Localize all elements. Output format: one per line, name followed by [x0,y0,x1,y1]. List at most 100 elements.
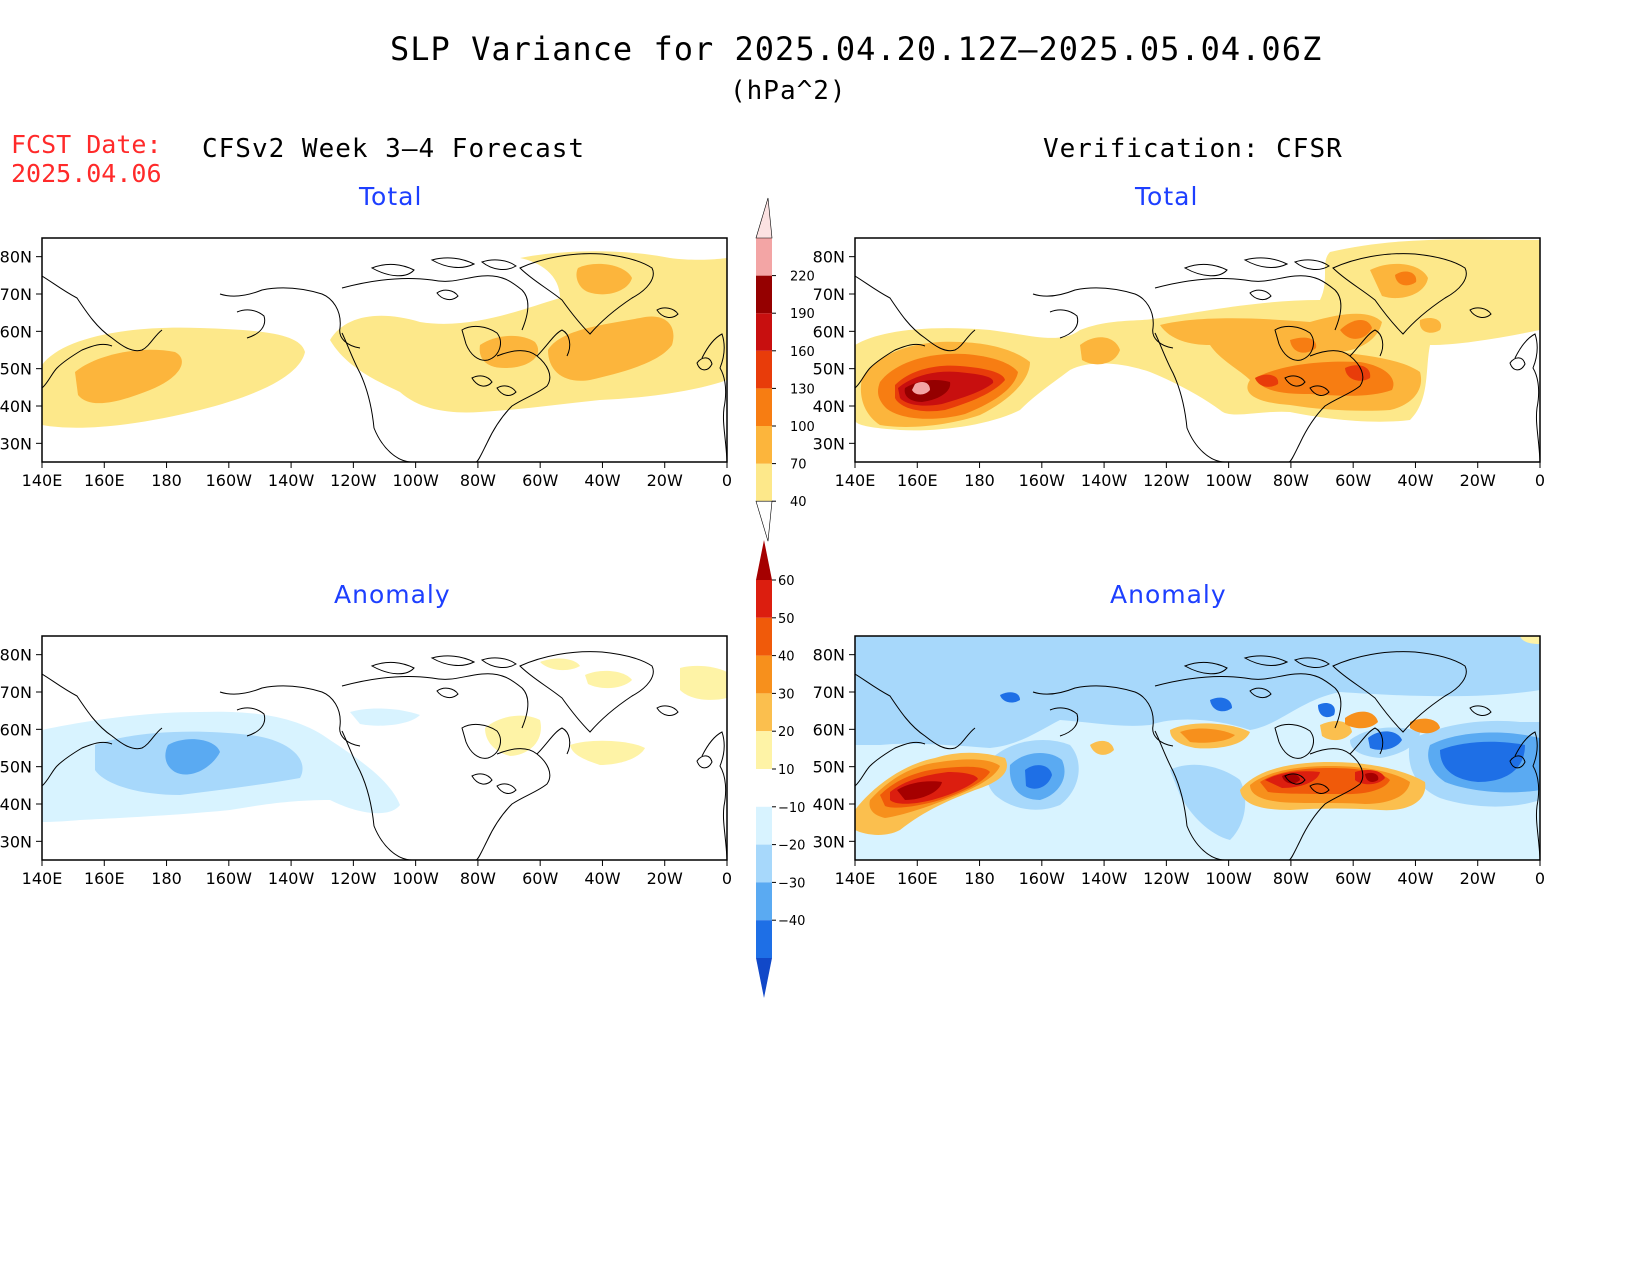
lon-tick-label: 140W [1081,471,1128,490]
colorbar-anomaly-swatch [756,844,772,883]
colorbar-anomaly-swatch [756,731,772,769]
lon-tick-label: 60W [1335,869,1371,888]
colorbar-anomaly-label: 10 [778,763,795,778]
lon-tick-label: 80W [460,869,496,888]
colorbar-total-swatch [756,388,772,426]
colorbar-anomaly-label: −40 [778,914,805,929]
lon-tick-label: 160W [206,869,253,888]
lon-tick-label: 120W [330,471,377,490]
lon-tick-label: 80W [1273,869,1309,888]
lat-tick-label: 80N [0,248,32,267]
colorbar-anomaly-swatch [756,655,772,694]
colorbar-total-swatch [756,426,772,464]
lat-tick-label: 70N [813,285,845,304]
lat-tick-label: 80N [813,646,845,665]
lon-tick-label: 160E [897,869,938,888]
panel-title-fcst-total: Total [359,182,423,211]
colorbar-anomaly-label: 40 [778,650,795,665]
panel-title-verif-anomaly: Anomaly [1110,580,1227,609]
colorbar-anomaly-label: −10 [778,801,805,816]
colorbar-total-swatch [756,238,772,276]
lon-tick-label: 0 [722,471,732,490]
lon-tick-label: 20W [647,471,683,490]
lon-tick-label: 0 [1535,471,1545,490]
lon-tick-label: 180 [964,869,995,888]
colorbar-total-swatch [756,313,772,351]
lon-tick-label: 0 [722,869,732,888]
map-panel-verif-total [855,238,1540,462]
colorbar-anomaly-label: 60 [778,574,795,589]
fcst-date-label: FCST Date: [11,130,162,159]
lat-tick-label: 30N [0,832,32,851]
colorbar-anomaly-swatch [756,617,772,656]
lon-tick-label: 60W [1335,471,1371,490]
lat-tick-label: 30N [0,434,32,453]
map-panel-fcst-anomaly [42,636,727,860]
page-title: SLP Variance for 2025.04.20.12Z–2025.05.… [390,30,1323,68]
lon-tick-label: 80W [1273,471,1309,490]
panel-title-verif-total: Total [1135,182,1199,211]
frame-verif-total [854,237,1541,463]
lat-tick-label: 80N [0,646,32,665]
lon-tick-label: 40W [1397,869,1433,888]
lat-tick-label: 40N [813,397,845,416]
lon-tick-label: 40W [1397,471,1433,490]
lon-tick-label: 160W [1019,471,1066,490]
colorbar-anomaly-max-triangle [756,540,772,580]
lon-tick-label: 140E [22,869,63,888]
colorbar-anomaly-swatch [756,882,772,921]
colorbar-anomaly-swatch [756,920,772,958]
units-label: (hPa^2) [730,76,847,106]
lon-tick-label: 160E [84,869,125,888]
colorbar-total-label: 40 [790,495,807,510]
colorbar-anomaly-min-triangle [756,958,772,998]
colorbar-total-label: 100 [790,420,815,435]
lat-tick-label: 70N [813,683,845,702]
lon-tick-label: 100W [1205,471,1252,490]
lon-tick-label: 140E [835,471,876,490]
colorbar-anomaly-label: −30 [778,876,805,891]
lon-tick-label: 140W [268,869,315,888]
lat-tick-label: 60N [0,720,32,739]
colorbar-total-swatch [756,463,772,502]
frame-fcst-anomaly [41,635,728,861]
colorbar-anomaly-label: 20 [778,725,795,740]
lon-tick-label: 180 [151,471,182,490]
lon-tick-label: 20W [647,869,683,888]
lat-tick-label: 30N [813,434,845,453]
colorbar-total-label: 190 [790,307,815,322]
lon-tick-label: 160E [84,471,125,490]
lon-tick-label: 0 [1535,869,1545,888]
lon-tick-label: 120W [1143,869,1190,888]
lon-tick-label: 140W [268,471,315,490]
colorbar-total-label: 130 [790,382,815,397]
colorbar-total-label: 70 [790,458,807,473]
lon-tick-label: 160W [206,471,253,490]
lat-tick-label: 60N [813,322,845,341]
lon-tick-label: 80W [460,471,496,490]
lat-tick-label: 50N [0,758,32,777]
lon-tick-label: 60W [522,471,558,490]
lat-tick-label: 40N [813,795,845,814]
colorbar-anomaly-label: −20 [778,839,805,854]
left-column-title: CFSv2 Week 3–4 Forecast [202,134,586,164]
lon-tick-label: 160E [897,471,938,490]
lat-tick-label: 60N [0,322,32,341]
lat-tick-label: 80N [813,248,845,267]
lat-tick-label: 50N [813,360,845,379]
lon-tick-label: 140W [1081,869,1128,888]
lat-tick-label: 50N [813,758,845,777]
frame-fcst-total [41,237,728,463]
colorbar-anomaly-swatch [756,693,772,732]
colorbar-total-label: 220 [790,270,815,285]
lon-tick-label: 40W [584,471,620,490]
lat-tick-label: 70N [0,285,32,304]
lon-tick-label: 180 [964,471,995,490]
map-panel-fcst-total [42,238,727,462]
lat-tick-label: 50N [0,360,32,379]
lon-tick-label: 120W [330,869,377,888]
lat-tick-label: 30N [813,832,845,851]
lat-tick-label: 70N [0,683,32,702]
lat-tick-label: 60N [813,720,845,739]
